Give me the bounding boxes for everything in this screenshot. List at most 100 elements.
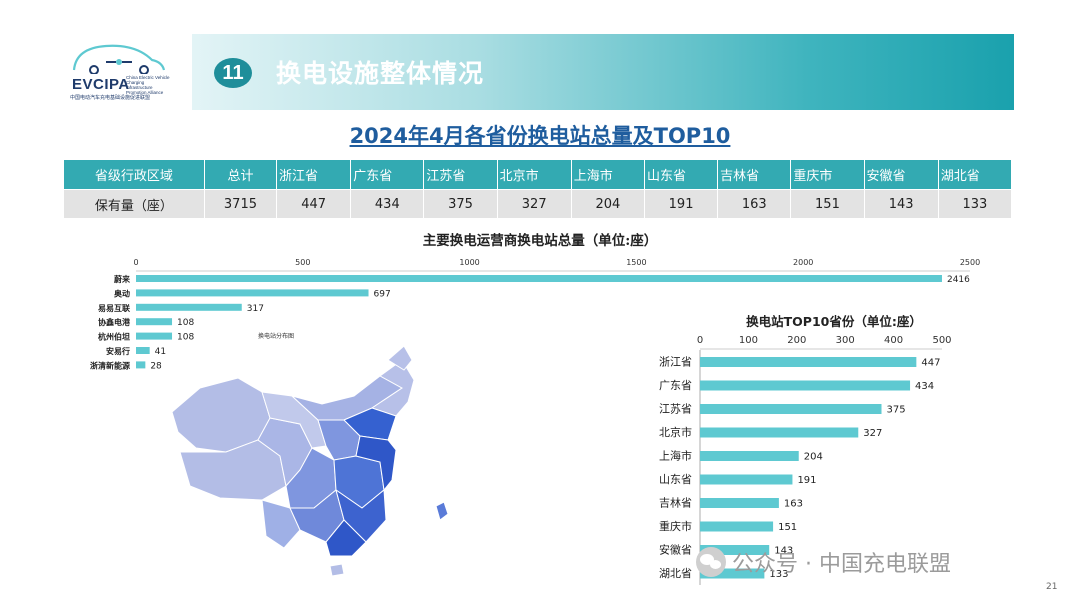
data-label: 697 (374, 289, 391, 299)
table-cell: 保有量（座） (64, 189, 205, 218)
watermark: 公众号 · 中国充电联盟 (696, 546, 951, 578)
map-region-jing-jin (343, 407, 397, 441)
map-region-central (333, 455, 385, 509)
evcipa-logo: EVCIPA China Electric Vehicle Charging I… (66, 40, 186, 106)
data-label: 447 (921, 358, 940, 369)
data-label: 2416 (947, 275, 970, 285)
data-label: 375 (887, 405, 906, 416)
x-tick-label: 2500 (960, 258, 980, 267)
map-region-south (335, 488, 387, 543)
bar (700, 498, 779, 508)
map-region-guangdong (325, 519, 367, 557)
table-cell: 133 (938, 189, 1013, 218)
data-label: 163 (784, 499, 803, 510)
table-row: 保有量（座） 3715 447 434 375 327 204 191 163 … (64, 189, 1013, 218)
car-plug-icon (72, 44, 166, 75)
table-header-cell: 浙江省 (276, 160, 352, 190)
map-region-gansu (261, 391, 327, 449)
data-label: 327 (863, 428, 882, 439)
x-tick-label: 1500 (626, 258, 646, 267)
bar (700, 451, 799, 461)
category-label: 奥动 (113, 288, 130, 298)
table-header-cell: 上海市 (571, 160, 645, 190)
category-label: 蔚来 (114, 274, 131, 284)
category-label: 北京市 (659, 425, 692, 439)
category-label: 广东省 (659, 379, 692, 392)
data-label: 108 (177, 318, 194, 328)
map-region-tibet (179, 439, 287, 501)
logo-cn: 中国电动汽车充电基础设施促进联盟 (70, 95, 151, 101)
bar (136, 303, 242, 311)
data-label: 108 (177, 333, 194, 343)
bar (700, 404, 882, 414)
bar (700, 521, 774, 532)
map-region-east (355, 435, 397, 492)
category-label: 安徽省 (659, 543, 692, 557)
x-tick-label: 500 (932, 335, 951, 346)
category-label: 安易行 (106, 346, 130, 356)
data-label: 41 (155, 347, 166, 357)
table-header-cell: 山东省 (644, 160, 719, 190)
category-label: 杭州伯坦 (98, 332, 130, 342)
section-title: 换电设施整体情况 (276, 59, 485, 88)
category-label: 吉林省 (659, 496, 692, 510)
map-caption: 换电站分布图 (258, 332, 294, 340)
data-label: 204 (804, 452, 823, 463)
map-region-sichuan (285, 447, 337, 509)
category-label: 协鑫电港 (98, 317, 131, 327)
x-tick-label: 100 (739, 335, 758, 346)
table-cell: 204 (571, 189, 645, 218)
table-cell: 434 (350, 189, 425, 218)
table-cell: 327 (497, 189, 572, 218)
map-region-yunnan (261, 499, 301, 549)
table-cell: 375 (423, 189, 498, 218)
data-label: 151 (778, 522, 797, 533)
x-tick-label: 500 (295, 258, 310, 267)
bar (700, 357, 917, 367)
category-label: 浙江省 (659, 356, 692, 369)
bar (136, 318, 173, 326)
category-label: 易易互联 (98, 303, 130, 313)
watermark-text: 公众号 · 中国充电联盟 (732, 552, 951, 577)
main-title: 2024年4月各省份换电站总量及TOP10 (349, 124, 731, 148)
table-cell: 191 (644, 189, 719, 218)
category-label: 山东省 (659, 473, 692, 486)
logo-subtitle: China Electric Vehicle Charging Infrastr… (126, 75, 170, 95)
map-region-northeast (370, 359, 415, 417)
table-cell: 143 (864, 189, 939, 218)
x-tick-label: 0 (133, 258, 138, 267)
bar (136, 347, 150, 354)
x-tick-label: 2000 (793, 258, 813, 267)
table-cell: 3715 (204, 189, 278, 218)
bar (136, 332, 173, 340)
data-label: 191 (797, 475, 816, 486)
x-tick-label: 300 (836, 335, 855, 346)
province-table: 省级行政区域 总计 浙江省 广东省 江苏省 北京市 上海市 山东省 吉林省 重庆… (64, 160, 1013, 218)
map-region-hainan (329, 563, 345, 577)
category-label: 湖北省 (659, 567, 692, 580)
map-region-guizhou-guangxi (289, 489, 345, 543)
bar (700, 427, 859, 438)
x-tick-label: 200 (787, 335, 806, 346)
table-header-row: 省级行政区域 总计 浙江省 广东省 江苏省 北京市 上海市 山东省 吉林省 重庆… (64, 160, 1013, 190)
map-region-north (317, 419, 361, 461)
table-header-cell: 江苏省 (423, 160, 498, 190)
category-label: 江苏省 (659, 403, 692, 416)
table-cell: 447 (276, 189, 352, 218)
category-label: 重庆市 (659, 519, 692, 533)
bar (136, 275, 942, 282)
data-label: 28 (150, 361, 162, 371)
table-header-cell: 湖北省 (938, 160, 1013, 190)
bar (700, 474, 793, 485)
table-header-cell: 北京市 (497, 160, 572, 190)
x-tick-label: 0 (697, 335, 703, 346)
table-cell: 163 (717, 189, 792, 218)
table-header-cell: 广东省 (350, 160, 425, 190)
operator-chart-title: 主要换电运营商换电站总量（单位:座） (422, 233, 658, 249)
map-region-xinjiang (171, 377, 271, 453)
category-label: 上海市 (659, 449, 692, 463)
wechat-icon (696, 547, 726, 577)
map-region-inner-mongolia (291, 359, 403, 421)
header-band (192, 34, 1014, 110)
map-region-heilongjiang (387, 345, 413, 371)
